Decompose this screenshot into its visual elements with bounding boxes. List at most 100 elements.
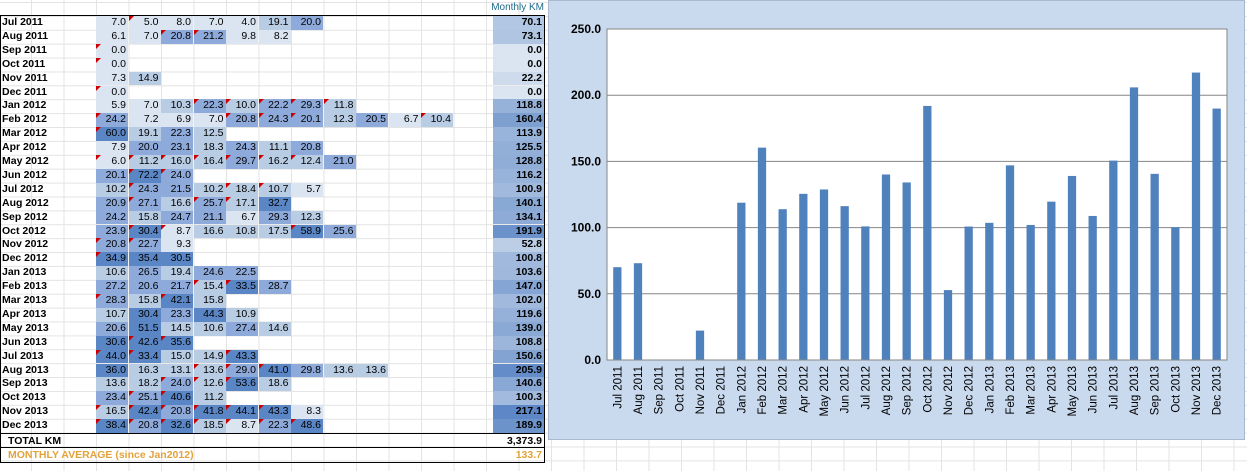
run-km-cell[interactable]: 24.3 bbox=[258, 113, 291, 128]
run-km-cell[interactable]: 7.0 bbox=[193, 16, 226, 30]
month-label[interactable]: Sep 2011 bbox=[2, 43, 47, 56]
run-km-cell[interactable]: 25.1 bbox=[128, 391, 161, 406]
run-km-cell[interactable]: 11.2 bbox=[193, 391, 226, 406]
run-km-cell[interactable]: 24.6 bbox=[193, 266, 226, 281]
run-km-cell[interactable]: 7.0 bbox=[128, 29, 161, 44]
run-km-cell[interactable]: 7.3 bbox=[96, 71, 128, 86]
run-km-cell[interactable]: 20.8 bbox=[226, 113, 258, 128]
month-label[interactable]: Nov 2012 bbox=[2, 238, 49, 251]
monthly-total-cell[interactable]: 70.1 bbox=[493, 16, 544, 30]
run-km-cell[interactable]: 9.8 bbox=[226, 29, 258, 44]
run-km-cell[interactable]: 42.6 bbox=[128, 335, 161, 350]
run-km-cell[interactable]: 51.5 bbox=[128, 321, 161, 336]
run-km-cell[interactable]: 10.0 bbox=[226, 99, 258, 114]
run-km-cell[interactable]: 13.6 bbox=[356, 363, 388, 378]
month-label[interactable]: Aug 2013 bbox=[2, 363, 49, 376]
run-km-cell[interactable]: 14.5 bbox=[161, 321, 193, 336]
run-km-cell[interactable]: 5.9 bbox=[96, 99, 128, 114]
month-label[interactable]: Nov 2013 bbox=[2, 405, 49, 418]
run-km-cell[interactable]: 10.6 bbox=[193, 321, 226, 336]
run-km-cell[interactable]: 22.5 bbox=[226, 266, 258, 281]
run-km-cell[interactable]: 60.0 bbox=[96, 127, 128, 142]
run-km-cell[interactable]: 6.7 bbox=[226, 210, 258, 225]
monthly-total-cell[interactable]: 0.0 bbox=[493, 43, 544, 58]
run-km-cell[interactable]: 13.6 bbox=[323, 363, 356, 378]
month-label[interactable]: Feb 2012 bbox=[2, 113, 47, 126]
run-km-cell[interactable]: 7.0 bbox=[128, 99, 161, 114]
monthly-total-cell[interactable]: 139.0 bbox=[493, 321, 544, 336]
run-km-cell[interactable]: 28.7 bbox=[258, 280, 291, 294]
month-label[interactable]: Jun 2012 bbox=[2, 168, 47, 181]
run-km-cell[interactable]: 21.0 bbox=[323, 155, 356, 169]
month-label[interactable]: Dec 2013 bbox=[2, 419, 48, 432]
run-km-cell[interactable]: 16.6 bbox=[193, 224, 226, 239]
run-km-cell[interactable]: 24.2 bbox=[96, 210, 128, 225]
monthly-total-cell[interactable]: 52.8 bbox=[493, 238, 544, 253]
monthly-total-cell[interactable]: 116.2 bbox=[493, 168, 544, 183]
run-km-cell[interactable]: 38.4 bbox=[96, 419, 128, 433]
run-km-cell[interactable]: 20.8 bbox=[291, 141, 323, 155]
run-km-cell[interactable]: 21.7 bbox=[161, 280, 193, 294]
month-label[interactable]: Jun 2013 bbox=[2, 335, 47, 348]
run-km-cell[interactable]: 16.4 bbox=[193, 155, 226, 169]
run-km-cell[interactable]: 27.1 bbox=[128, 196, 161, 211]
month-label[interactable]: Jul 2011 bbox=[2, 16, 43, 28]
run-km-cell[interactable]: 22.3 bbox=[258, 419, 291, 433]
run-km-cell[interactable]: 27.2 bbox=[96, 280, 128, 294]
run-km-cell[interactable]: 30.4 bbox=[128, 307, 161, 322]
monthly-total-cell[interactable]: 100.9 bbox=[493, 182, 544, 197]
monthly-total-cell[interactable]: 125.5 bbox=[493, 141, 544, 155]
run-km-cell[interactable]: 20.0 bbox=[128, 141, 161, 155]
run-km-cell[interactable]: 0.0 bbox=[96, 43, 128, 58]
run-km-cell[interactable]: 17.5 bbox=[258, 224, 291, 239]
run-km-cell[interactable]: 29.3 bbox=[291, 99, 323, 114]
run-km-cell[interactable]: 6.9 bbox=[161, 113, 193, 128]
run-km-cell[interactable]: 5.7 bbox=[291, 182, 323, 197]
run-km-cell[interactable]: 44.3 bbox=[193, 307, 226, 322]
run-km-cell[interactable]: 25.6 bbox=[323, 224, 356, 239]
run-km-cell[interactable]: 10.6 bbox=[96, 266, 128, 281]
run-km-cell[interactable]: 24.3 bbox=[226, 141, 258, 155]
run-km-cell[interactable]: 30.4 bbox=[128, 224, 161, 239]
run-km-cell[interactable]: 6.0 bbox=[96, 155, 128, 169]
run-km-cell[interactable]: 20.9 bbox=[96, 196, 128, 211]
month-label[interactable]: Sep 2013 bbox=[2, 377, 48, 390]
run-km-cell[interactable]: 20.5 bbox=[356, 113, 388, 128]
run-km-cell[interactable]: 36.0 bbox=[96, 363, 128, 378]
run-km-cell[interactable]: 8.7 bbox=[161, 224, 193, 239]
run-km-cell[interactable]: 10.9 bbox=[226, 307, 258, 322]
run-km-cell[interactable]: 8.3 bbox=[291, 405, 323, 420]
run-km-cell[interactable]: 33.5 bbox=[226, 280, 258, 294]
month-label[interactable]: Aug 2012 bbox=[2, 196, 49, 209]
run-km-cell[interactable]: 41.0 bbox=[258, 363, 291, 378]
run-km-cell[interactable]: 42.1 bbox=[161, 294, 193, 308]
run-km-cell[interactable]: 8.2 bbox=[258, 29, 291, 44]
run-km-cell[interactable]: 10.8 bbox=[226, 224, 258, 239]
run-km-cell[interactable]: 27.4 bbox=[226, 321, 258, 336]
monthly-total-cell[interactable]: 217.1 bbox=[493, 405, 544, 420]
run-km-cell[interactable]: 32.6 bbox=[161, 419, 193, 433]
monthly-total-cell[interactable]: 191.9 bbox=[493, 224, 544, 239]
run-km-cell[interactable]: 10.4 bbox=[421, 113, 453, 128]
run-km-cell[interactable]: 23.1 bbox=[161, 141, 193, 155]
monthly-total-cell[interactable]: 0.0 bbox=[493, 57, 544, 72]
run-km-cell[interactable]: 24.3 bbox=[128, 182, 161, 197]
run-km-cell[interactable]: 20.8 bbox=[128, 419, 161, 433]
run-km-cell[interactable]: 16.3 bbox=[128, 363, 161, 378]
run-km-cell[interactable]: 13.6 bbox=[96, 377, 128, 392]
run-km-cell[interactable]: 7.9 bbox=[96, 141, 128, 155]
run-km-cell[interactable]: 16.5 bbox=[96, 405, 128, 420]
run-km-cell[interactable]: 15.8 bbox=[128, 210, 161, 225]
month-label[interactable]: Aug 2011 bbox=[2, 29, 49, 42]
month-label[interactable]: Apr 2012 bbox=[2, 141, 47, 154]
run-km-cell[interactable]: 22.2 bbox=[258, 99, 291, 114]
run-km-cell[interactable]: 20.8 bbox=[96, 238, 128, 253]
monthly-total-cell[interactable]: 0.0 bbox=[493, 85, 544, 100]
run-km-cell[interactable]: 20.6 bbox=[96, 321, 128, 336]
monthly-total-cell[interactable]: 189.9 bbox=[493, 419, 544, 433]
run-km-cell[interactable]: 4.0 bbox=[226, 16, 258, 30]
run-km-cell[interactable]: 42.4 bbox=[128, 405, 161, 420]
monthly-total-cell[interactable]: 22.2 bbox=[493, 71, 544, 86]
run-km-cell[interactable]: 29.3 bbox=[258, 210, 291, 225]
monthly-total-cell[interactable]: 100.3 bbox=[493, 391, 544, 406]
